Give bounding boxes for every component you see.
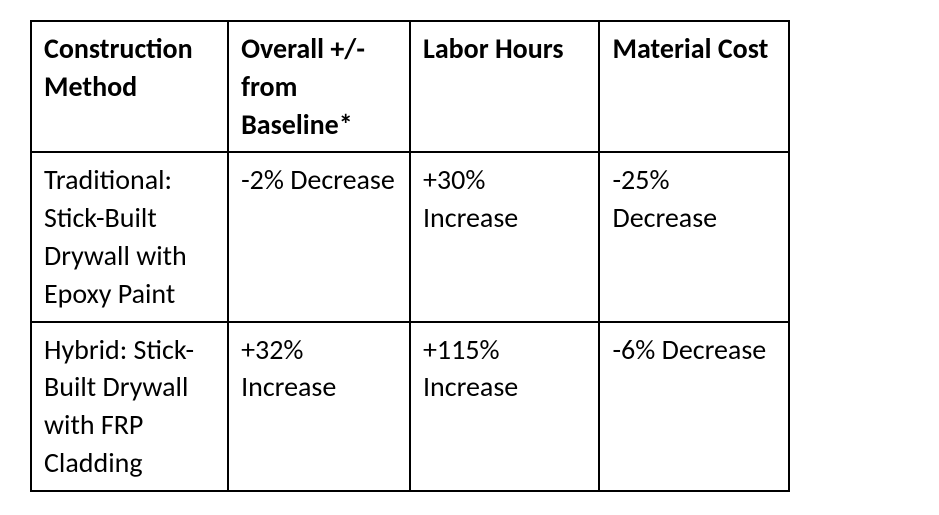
cell-material-cost: -6% Decrease: [599, 322, 789, 491]
cell-labor-hours: +30% Increase: [410, 152, 600, 321]
cell-overall-baseline: +32% Increase: [228, 322, 410, 491]
cell-construction-method: Hybrid: Stick-Built Drywall with FRP Cla…: [31, 322, 228, 491]
table-header: Construction Method Overall +/- from Bas…: [31, 21, 789, 152]
cell-construction-method: Traditional: Stick-Built Drywall with Ep…: [31, 152, 228, 321]
column-header-overall-baseline: Overall +/- from Baseline*: [228, 21, 410, 152]
column-header-material-cost: Material Cost: [599, 21, 789, 152]
construction-comparison-table: Construction Method Overall +/- from Bas…: [30, 20, 790, 492]
table-body: Traditional: Stick-Built Drywall with Ep…: [31, 152, 789, 490]
cell-material-cost: -25% Decrease: [599, 152, 789, 321]
table-header-row: Construction Method Overall +/- from Bas…: [31, 21, 789, 152]
column-header-construction-method: Construction Method: [31, 21, 228, 152]
cell-labor-hours: +115% Increase: [410, 322, 600, 491]
table-row: Traditional: Stick-Built Drywall with Ep…: [31, 152, 789, 321]
cell-overall-baseline: -2% Decrease: [228, 152, 410, 321]
column-header-labor-hours: Labor Hours: [410, 21, 600, 152]
table-row: Hybrid: Stick-Built Drywall with FRP Cla…: [31, 322, 789, 491]
